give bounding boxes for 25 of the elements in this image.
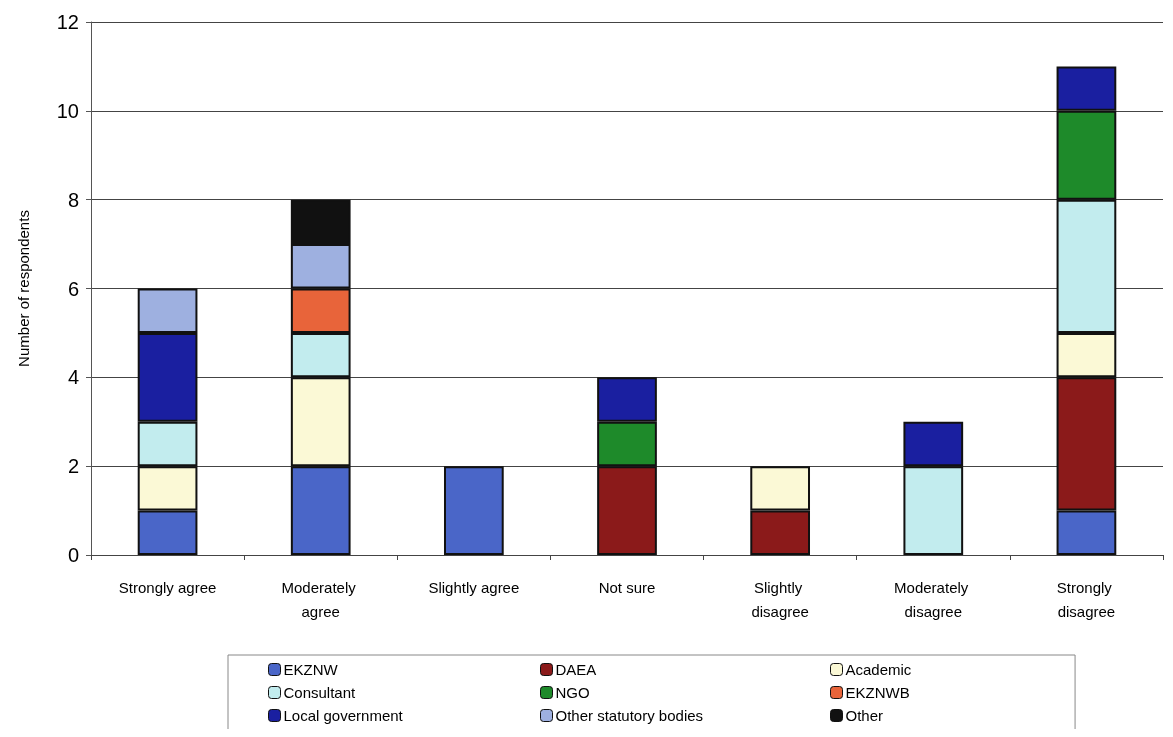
legend-label: Other bbox=[845, 707, 884, 724]
y-tick-label: 8 bbox=[67, 188, 79, 211]
x-tick-label: Slightly agree bbox=[428, 578, 520, 596]
y-tick-label: 6 bbox=[67, 277, 79, 300]
x-tick-label: Strongly disagree bbox=[1056, 578, 1117, 620]
x-tick-label: Strongly agree bbox=[118, 578, 217, 596]
x-tick-label: Slightly disagree bbox=[751, 578, 809, 620]
legend-label: EKZNWB bbox=[845, 684, 910, 701]
legend-label: Other statutory bodies bbox=[555, 707, 704, 724]
legend-label: NGO bbox=[555, 684, 590, 701]
y-tick-label: 10 bbox=[56, 99, 79, 122]
y-tick-label: 4 bbox=[67, 366, 79, 389]
y-tick-label: 12 bbox=[56, 11, 79, 33]
legend-label: Local government bbox=[283, 707, 404, 724]
bar bbox=[443, 466, 504, 555]
y-axis-title: Number of respondents bbox=[15, 210, 32, 367]
legend-label: DAEA bbox=[555, 661, 597, 678]
legend-label: Consultant bbox=[283, 684, 357, 701]
y-tick-label: 2 bbox=[67, 455, 79, 478]
x-tick-label: Moderately disagree bbox=[894, 578, 973, 620]
x-tick-label: Not sure bbox=[598, 578, 656, 596]
y-tick-label: 0 bbox=[67, 544, 79, 566]
legend-label: Academic bbox=[845, 661, 912, 678]
x-tick-label: Moderately agree bbox=[281, 578, 360, 620]
legend-label: EKZNW bbox=[283, 661, 339, 678]
